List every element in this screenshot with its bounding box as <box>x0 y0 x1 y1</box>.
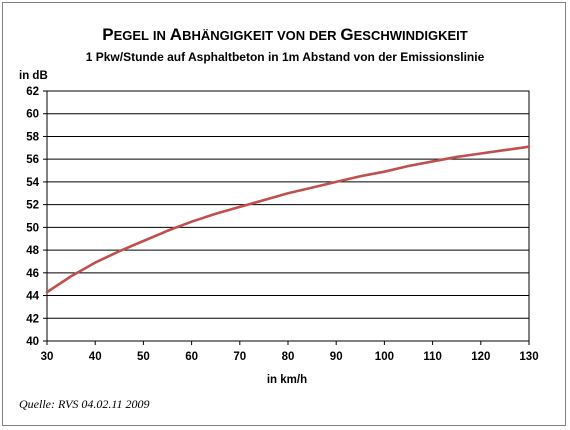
x-tick-label: 30 <box>41 351 54 363</box>
y-tick-label: 54 <box>26 177 39 189</box>
y-tick-label: 48 <box>26 245 39 257</box>
y-tick-label: 56 <box>26 154 39 166</box>
x-axis-label: in km/h <box>267 374 307 386</box>
y-axis: 40 42 44 46 48 50 52 54 56 58 60 62 <box>26 86 47 348</box>
x-tick-label: 50 <box>137 351 150 363</box>
y-tick-label: 42 <box>26 313 39 325</box>
x-tick-label: 100 <box>375 351 394 363</box>
source-note: Quelle: RVS 04.02.11 2009 <box>19 397 150 411</box>
y-tick-label: 50 <box>26 222 39 234</box>
y-tick-label: 52 <box>26 200 39 212</box>
x-tick-label: 120 <box>471 351 490 363</box>
y-tick-label: 44 <box>26 291 39 303</box>
chart-title: PEGEL IN ABHÄNGIGKEIT VON DER GESCHWINDI… <box>102 25 468 44</box>
x-tick-label: 80 <box>282 351 295 363</box>
series-line-0 <box>45 145 531 294</box>
y-tick-label: 60 <box>26 109 39 121</box>
series-layer <box>45 145 531 294</box>
y-tick-label: 58 <box>26 131 39 143</box>
x-tick-label: 60 <box>185 351 198 363</box>
y-tick-label: 40 <box>26 336 39 348</box>
y-tick-label: 62 <box>26 86 39 98</box>
x-tick-label: 90 <box>330 351 343 363</box>
plot-area <box>46 90 530 342</box>
chart-subtitle: 1 Pkw/Stunde auf Asphaltbeton in 1m Abst… <box>86 50 485 64</box>
gridlines <box>47 113 529 319</box>
y-tick-label: 46 <box>26 268 39 280</box>
y-axis-label: in dB <box>19 70 48 82</box>
x-axis: 30 40 50 60 70 80 90 100 110 120 130 <box>41 341 539 363</box>
x-tick-label: 70 <box>233 351 246 363</box>
x-tick-label: 130 <box>519 351 538 363</box>
x-tick-label: 110 <box>423 351 442 363</box>
x-tick-label: 40 <box>89 351 102 363</box>
